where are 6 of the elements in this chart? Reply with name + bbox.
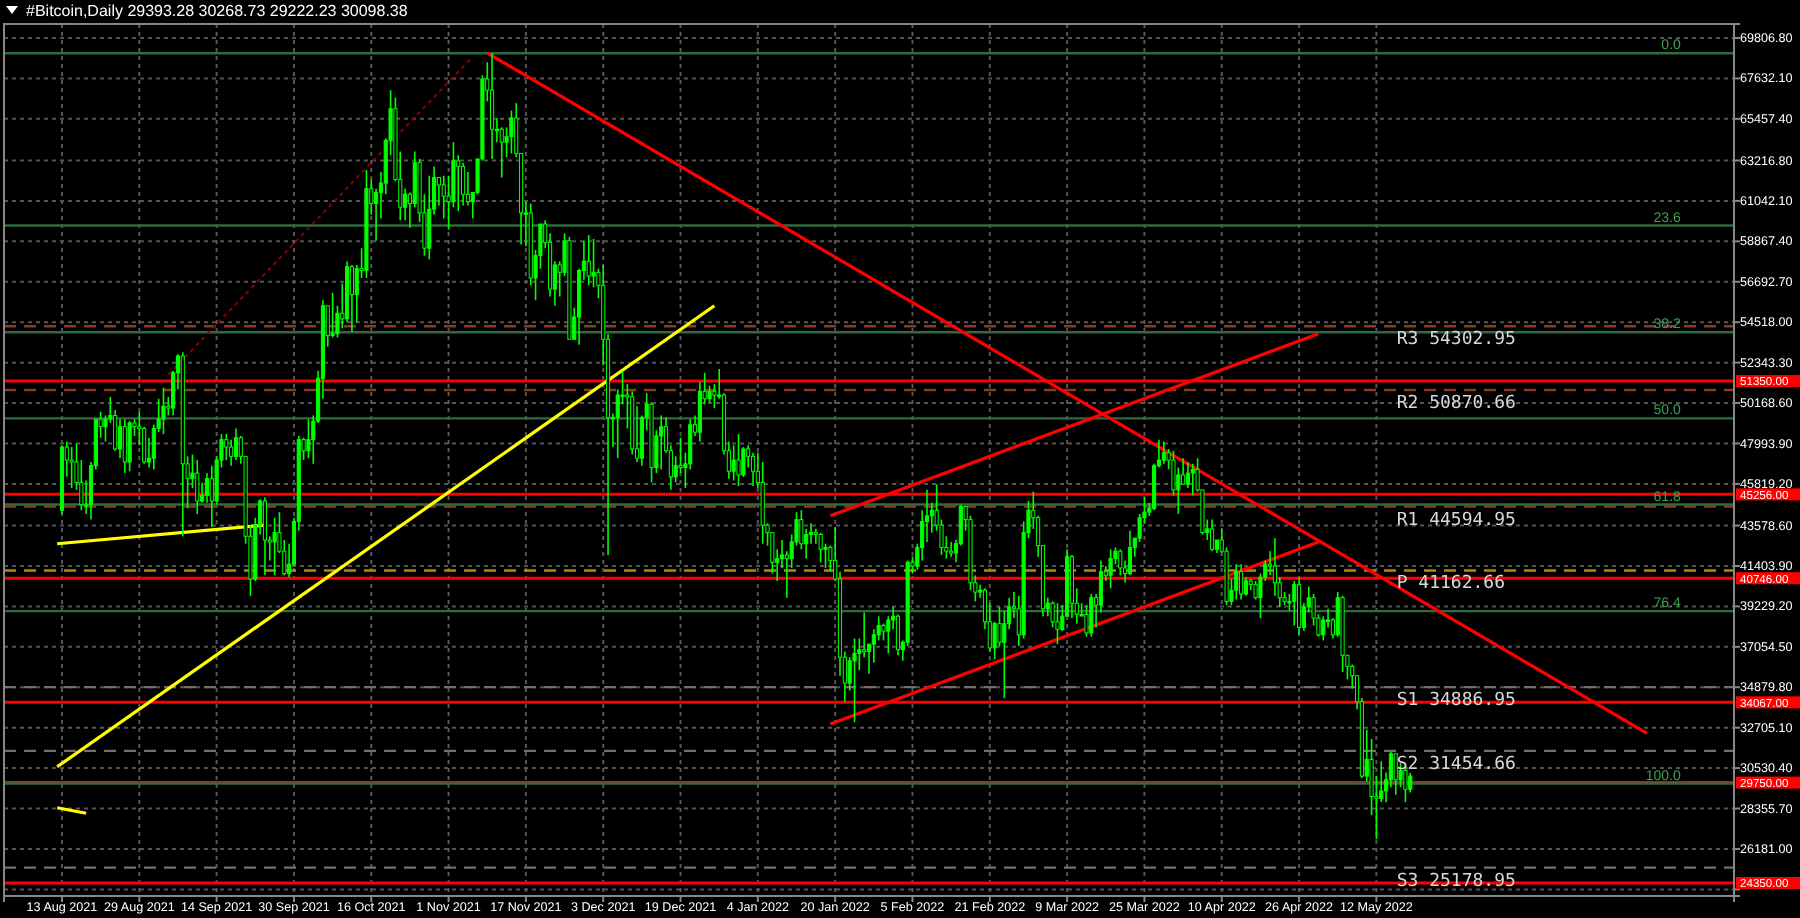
chart-title: #Bitcoin,Daily 29393.28 30268.73 29222.23 30098.38 xyxy=(26,2,409,20)
ref-line-label: R1 44594.95 xyxy=(1396,510,1516,531)
ref-line-label: P 41162.66 xyxy=(1396,574,1506,595)
ref-line-label: R2 50870.66 xyxy=(1396,394,1516,414)
ref-line-label: R3 54302.95 xyxy=(1396,330,1516,351)
ref-line-label: S2 31454.66 xyxy=(1396,754,1516,775)
